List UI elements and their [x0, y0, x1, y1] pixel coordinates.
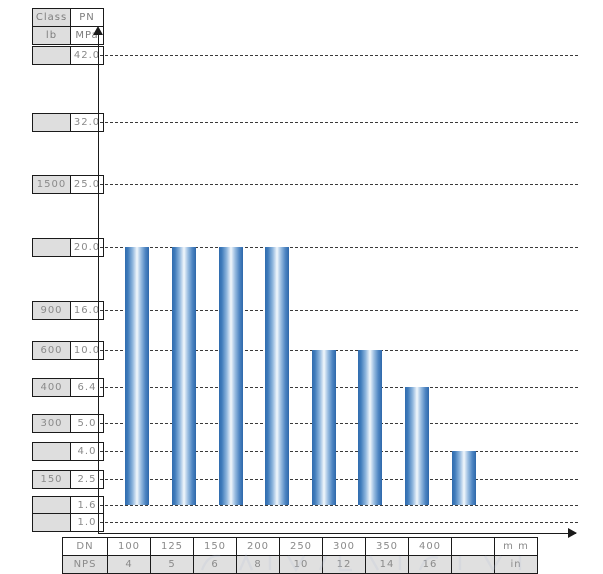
y-label-pn: 5.0 [71, 415, 103, 432]
table-cell-dn: m m [494, 537, 538, 556]
y-axis-label: 20.0 [32, 238, 104, 257]
gridline [100, 479, 578, 480]
y-label-class: 900 [33, 302, 71, 319]
y-axis-label: 1500 25.0 [32, 175, 104, 194]
gridline [100, 55, 578, 56]
table-cell-dn: 100 [107, 537, 151, 556]
y-label-pn: 1.6 [71, 497, 103, 514]
bar [219, 247, 243, 505]
y-axis-label: 4.0 [32, 442, 104, 461]
axis-header-class: Class [33, 9, 71, 26]
gridline [100, 350, 578, 351]
table-cell-nps: 8 [236, 555, 280, 574]
y-label-pn: 16.0 [71, 302, 103, 319]
y-label-class: 150 [33, 471, 71, 488]
bar [358, 350, 382, 505]
table-header-nps: NPS [62, 555, 108, 574]
y-label-class [33, 514, 71, 531]
y-axis-label: 42.0 [32, 46, 104, 65]
table-row-dn: DN 100 125 150 200 250 300 350 400 m m [62, 537, 538, 556]
y-label-pn: 32.0 [71, 114, 103, 131]
bar [405, 387, 429, 505]
bar [125, 247, 149, 505]
table-cell-nps: 6 [193, 555, 237, 574]
table-cell-nps: 16 [408, 555, 452, 574]
table-cell-nps: 14 [365, 555, 409, 574]
y-axis-label: 300 5.0 [32, 414, 104, 433]
table-cell-dn: 400 [408, 537, 452, 556]
table-cell-nps: 12 [322, 555, 366, 574]
table-cell-nps [451, 555, 495, 574]
y-label-pn: 42.0 [71, 47, 103, 64]
bar [172, 247, 196, 505]
y-label-class: 1500 [33, 176, 71, 193]
table-cell-dn: 300 [322, 537, 366, 556]
y-label-class [33, 239, 71, 256]
table-cell-nps: in [494, 555, 538, 574]
y-label-pn: 25.0 [71, 176, 103, 193]
y-label-class: 400 [33, 379, 71, 396]
table-cell-nps: 4 [107, 555, 151, 574]
gridline [100, 310, 578, 311]
table-cell-dn: 200 [236, 537, 280, 556]
y-axis-label: 600 10.0 [32, 341, 104, 360]
gridline [100, 522, 578, 523]
y-label-pn: 10.0 [71, 342, 103, 359]
bar [312, 350, 336, 505]
gridline [100, 505, 578, 506]
y-label-class [33, 443, 71, 460]
axis-header-pn: PN [71, 9, 103, 26]
y-axis-label: 1.0 [32, 513, 104, 532]
y-axis-arrow-icon [93, 26, 103, 35]
y-label-class: 300 [33, 415, 71, 432]
gridline [100, 451, 578, 452]
table-cell-dn: 250 [279, 537, 323, 556]
y-label-class [33, 497, 71, 514]
y-label-class [33, 47, 71, 64]
y-label-class: 600 [33, 342, 71, 359]
y-label-pn: 1.0 [71, 514, 103, 531]
y-axis-label: 32.0 [32, 113, 104, 132]
axis-header-unit-lb: lb [33, 27, 71, 44]
gridline [100, 184, 578, 185]
table-cell-nps: 10 [279, 555, 323, 574]
y-label-class [33, 114, 71, 131]
gridline [100, 387, 578, 388]
gridline [100, 423, 578, 424]
table-cell-dn [451, 537, 495, 556]
y-label-pn: 6.4 [71, 379, 103, 396]
gridline [100, 122, 578, 123]
bar [452, 451, 476, 505]
y-axis-label: 400 6.4 [32, 378, 104, 397]
y-axis-label: 900 16.0 [32, 301, 104, 320]
table-header-dn: DN [62, 537, 108, 556]
gridline [100, 247, 578, 248]
bottom-size-table: DN 100 125 150 200 250 300 350 400 m m NPS 4 5 6 8 10 1… [62, 537, 538, 574]
table-cell-dn: 150 [193, 537, 237, 556]
table-cell-dn: 125 [150, 537, 194, 556]
y-axis-line [98, 30, 99, 534]
x-axis-line [98, 533, 576, 534]
y-label-pn: 2.5 [71, 471, 103, 488]
y-axis-label: 150 2.5 [32, 470, 104, 489]
y-label-pn: 20.0 [71, 239, 103, 256]
table-row-nps: NPS 4 5 6 8 10 12 14 16 in [62, 555, 538, 574]
x-axis-arrow-icon [568, 528, 577, 538]
y-label-pn: 4.0 [71, 443, 103, 460]
table-cell-nps: 5 [150, 555, 194, 574]
axis-header-row1: Class PN [32, 8, 104, 27]
table-cell-dn: 350 [365, 537, 409, 556]
bar [265, 247, 289, 505]
